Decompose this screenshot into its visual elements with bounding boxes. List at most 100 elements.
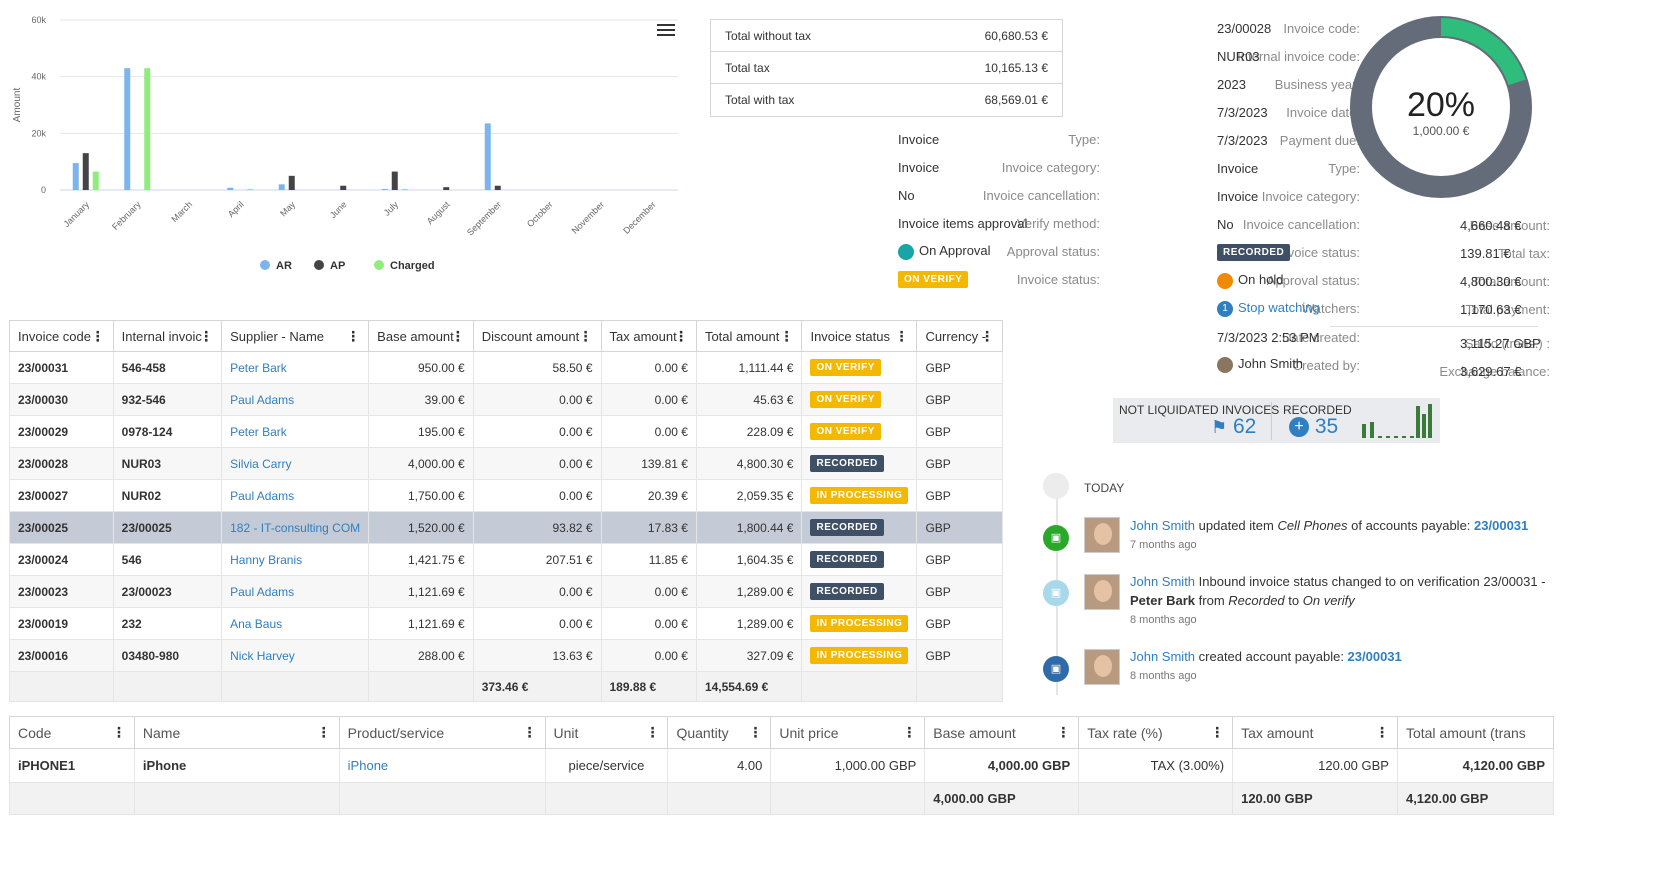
invoice-ref-link[interactable]: 23/00031 [1474, 518, 1529, 533]
timeline-time: 8 months ago [1130, 670, 1197, 682]
status-badge: RECORDED [810, 519, 884, 536]
donut-percent: 20% [1406, 86, 1476, 124]
footer-discount-total: 373.46 € [472, 671, 602, 702]
table-row[interactable]: 23/00023 23/00023 Paul Adams 1,121.69 €0.00… [9, 575, 1003, 608]
user-link[interactable]: John Smith [1130, 574, 1196, 589]
column-menu-icon[interactable]: ⋮ [894, 327, 909, 344]
column-header[interactable]: ⋮ Discount amount [472, 320, 602, 352]
created-value: 7/3/2023 2:53 PM [1217, 330, 1320, 345]
supplier-link[interactable]: Peter Bark [221, 415, 370, 448]
total-payment-value: 1,170.63 € [1460, 302, 1522, 317]
column-header[interactable]: ⋮ Code [9, 716, 135, 749]
table-row[interactable]: 23/00030 932-546 Paul Adams 39.00 €0.00 €0.… [9, 383, 1003, 416]
supplier-link[interactable]: Peter Bark [221, 351, 370, 384]
invoice-details-left: Type: Invoice Invoice category: Invoice … [700, 130, 1100, 290]
table-row[interactable]: 23/00016 03480-980 Nick Harvey 288.00 €13.6… [9, 639, 1003, 672]
column-header[interactable]: ⋮ Base amount [924, 716, 1080, 749]
invoice-table: ⋮ Invoice code ⋮ Internal invoic ⋮ Supplier -… [9, 320, 1003, 702]
x-tick-label: October [525, 199, 555, 229]
total-amount-value: 4,800.30 € [1460, 274, 1522, 289]
column-menu-icon[interactable]: ⋮ [522, 723, 537, 740]
created-by-label: Created by: [1292, 358, 1360, 373]
total-tax-row: Total tax 10,165.13 € [711, 52, 1062, 84]
legend-marker [260, 260, 270, 270]
user-link[interactable]: John Smith [1130, 649, 1196, 664]
bar [288, 175, 295, 190]
donut-progress-arc [1352, 18, 1530, 196]
bar [227, 187, 234, 190]
table-row[interactable]: 23/00024 546 Hanny Branis 1,421.75 €207.51 … [9, 543, 1003, 576]
supplier-link[interactable]: Hanny Branis [221, 543, 370, 576]
year-label: Business year: [1274, 77, 1360, 92]
user-avatar-icon [1217, 356, 1233, 373]
column-header[interactable]: ⋮ Invoice status [801, 320, 918, 352]
type-label: Type: [1068, 132, 1100, 147]
supplier-link[interactable]: Nick Harvey [221, 639, 370, 672]
invoice-ref-link[interactable]: 23/00031 [1347, 649, 1402, 664]
product-link[interactable]: iPhone [338, 748, 546, 783]
verify-method-value: Invoice items approval [898, 216, 1028, 231]
column-header[interactable]: ⋮ Tax rate (%) [1078, 716, 1234, 749]
column-menu-icon[interactable]: ⋮ [748, 723, 763, 740]
column-header[interactable]: ⋮ Internal invoic [112, 320, 223, 352]
category-label-right: Invoice category: [1261, 189, 1360, 204]
column-header[interactable]: ⋮ Base amount [368, 320, 474, 352]
x-tick-label: December [621, 199, 657, 235]
column-menu-icon[interactable]: ⋮ [90, 327, 105, 344]
bar [72, 163, 79, 190]
column-header[interactable]: ⋮ Invoice code [9, 320, 114, 352]
column-menu-icon[interactable]: ⋮ [1374, 723, 1389, 740]
column-header[interactable]: ⋮ Product/service [338, 716, 546, 749]
column-menu-icon[interactable]: ⋮ [779, 327, 794, 344]
column-menu-icon[interactable]: ⋮ [450, 327, 465, 344]
table-row[interactable]: 23/00027 NUR02 Paul Adams 1,750.00 €0.00 €2… [9, 479, 1003, 512]
column-header[interactable]: ⋮ Currency - [916, 320, 1003, 352]
column-header[interactable]: ⋮ Supplier - Name [221, 320, 370, 352]
bar-chart-svg: 0 20k 40k 60k Amount January February March Apri… [12, 15, 678, 272]
column-header[interactable]: ⋮ Total amount [695, 320, 803, 352]
internal-code-value: NUR03 [1217, 49, 1260, 64]
column-menu-icon[interactable]: ⋮ [1056, 723, 1071, 740]
column-menu-icon[interactable]: ⋮ [111, 723, 126, 740]
column-header[interactable]: ⋮ Unit price [770, 716, 926, 749]
column-menu-icon[interactable]: ⋮ [316, 723, 331, 740]
column-header[interactable]: ⋮ Quantity [667, 716, 772, 749]
footer-tax-total: 120.00 GBP [1232, 782, 1398, 815]
x-tick-label: May [278, 199, 297, 218]
supplier-link[interactable]: Paul Adams [221, 575, 370, 608]
table-row[interactable]: 23/00019 232 Ana Baus 1,121.69 €0.00 €0.00 … [9, 607, 1003, 640]
invoice-status-value: ON VERIFY [898, 270, 969, 288]
stop-watching-link[interactable]: Stop watching [1238, 300, 1320, 315]
watchers-value[interactable]: 1 Stop watching [1217, 300, 1320, 317]
year-value: 2023 [1217, 77, 1246, 92]
user-link[interactable]: John Smith [1130, 518, 1196, 533]
supplier-link[interactable]: Silvia Carry [221, 447, 370, 480]
table-row[interactable]: 23/00028 NUR03 Silvia Carry 4,000.00 €0.00 … [9, 447, 1003, 480]
column-menu-icon[interactable]: ⋮ [673, 327, 688, 344]
column-header[interactable]: ⋮ Tax amount [1232, 716, 1398, 749]
supplier-link[interactable]: Paul Adams [221, 383, 370, 416]
chart-menu-icon[interactable] [657, 24, 675, 38]
supplier-link[interactable]: Paul Adams [221, 479, 370, 512]
column-menu-icon[interactable]: ⋮ [980, 327, 994, 344]
column-header[interactable]: ⋮ Unit [544, 716, 669, 749]
y-tick-label: 40k [31, 72, 46, 82]
x-tick-label: September [465, 199, 503, 237]
column-menu-icon[interactable]: ⋮ [346, 327, 361, 344]
column-header[interactable]: Total amount (trans [1396, 716, 1555, 749]
column-menu-icon[interactable]: ⋮ [902, 723, 917, 740]
supplier-link[interactable]: 182 - IT-consulting COM [221, 511, 370, 544]
table-row[interactable]: 23/00025 23/00025 182 - IT-consulting COM 1… [9, 511, 1003, 544]
column-menu-icon[interactable]: ⋮ [578, 327, 593, 344]
table-row[interactable]: iPHONE1 iPhone iPhone piece/service 4.00… [9, 748, 1555, 783]
column-header[interactable]: ⋮ Name [133, 716, 340, 749]
column-menu-icon[interactable]: ⋮ [645, 723, 660, 740]
bar [278, 184, 285, 190]
supplier-link[interactable]: Ana Baus [221, 607, 370, 640]
column-header[interactable]: ⋮ Tax amount [600, 320, 697, 352]
column-menu-icon[interactable]: ⋮ [1210, 723, 1225, 740]
table-row[interactable]: 23/00031 546-458 Peter Bark 950.00 €58.50 €… [9, 351, 1003, 384]
column-menu-icon[interactable]: ⋮ [199, 327, 214, 344]
table-row[interactable]: 23/00029 0978-124 Peter Bark 195.00 €0.00 €… [9, 415, 1003, 448]
category-value: Invoice [898, 160, 940, 175]
